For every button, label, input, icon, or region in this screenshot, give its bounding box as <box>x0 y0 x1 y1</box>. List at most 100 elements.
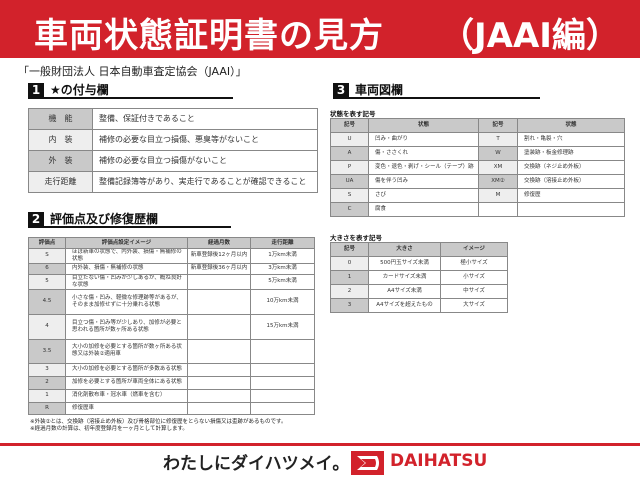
table-cell <box>187 375 251 390</box>
table-cell: XM② <box>478 174 518 189</box>
size-caption: 大きさを表す記号 <box>330 234 382 242</box>
page-title-suffix: （JAAI編） <box>440 16 620 56</box>
table-cell: 塗装跡・板金修理跡 <box>517 146 625 161</box>
section-number: 1 <box>28 83 44 97</box>
table-cell: さび <box>368 188 479 203</box>
table-cell: 変色・退色・剥げ・シール（テープ）跡 <box>368 160 479 175</box>
section-title: ★の付与欄 <box>50 83 109 97</box>
table-row: 4 目立つ傷・凹み等が少しあり、加修が必要と思われる箇所が数ヶ所ある状態 15万km… <box>28 313 315 340</box>
table-cell <box>187 313 251 340</box>
table-cell: P <box>330 160 369 175</box>
column-header: 大きさ <box>368 242 441 257</box>
table-cell <box>517 202 625 217</box>
column-header: 記号 <box>478 118 518 133</box>
table-cell: 大小の加修を必要とする箇所が多数ある状態 <box>65 362 188 377</box>
table-row: 走行距離 整備記録簿等があり、実走行であることが確認できること <box>28 171 318 193</box>
table-cell <box>187 273 251 290</box>
daihatsu-d-logo-icon <box>351 451 384 475</box>
table-cell: 補修の必要な目立つ損傷がないこと <box>92 150 318 172</box>
table-row: 機 能整備、保証付きであること <box>28 108 318 130</box>
table-cell: 1 <box>330 270 369 285</box>
table-cell: M <box>478 188 518 203</box>
section-title: 評価点及び修復歴欄 <box>50 212 159 226</box>
table-cell: 凹み・曲がり <box>368 132 479 147</box>
table-row: S さび M 修復歴 <box>330 188 625 203</box>
table-cell: XM <box>478 160 518 175</box>
table-row: 1 カードサイズ未満 小サイズ <box>330 270 508 285</box>
table-cell: A <box>330 146 369 161</box>
table-cell: 修復歴 <box>517 188 625 203</box>
column-header: 状態 <box>368 118 479 133</box>
table-cell: 3万km未満 <box>250 262 315 275</box>
table-cell: 2 <box>330 284 369 299</box>
table-cell: ほぼ新車の状態で、内外装、損傷・無補修の状態 <box>65 248 188 264</box>
table-cell: 補修の必要な目立つ損傷、悪臭等がないこと <box>92 129 318 151</box>
table-cell: 整備記録簿等があり、実走行であることが確認できること <box>92 171 318 193</box>
table-cell: UA <box>330 174 369 189</box>
column-header: 記号 <box>330 242 369 257</box>
table-cell: 修復歴車 <box>65 401 188 415</box>
table-cell: 目立たない傷・凹みが少しあるが、概ね良好な状態 <box>65 273 188 290</box>
table-cell: T <box>478 132 518 147</box>
condition-caption: 状態を表す記号 <box>330 110 376 118</box>
organization-name: 「一般財団法人 日本自動車査定協会（JAAI）」 <box>18 65 247 78</box>
table-cell: 500円玉サイズ未満 <box>368 256 441 271</box>
table-row: A 傷・ささくれ W 塗装跡・板金修理跡 <box>330 146 625 161</box>
table-cell: C <box>330 202 369 217</box>
header-row: 記号 状態 記号 状態 <box>330 118 625 133</box>
column-header: 記号 <box>330 118 369 133</box>
table-cell: 4.5 <box>28 288 66 315</box>
table-cell: 3.5 <box>28 338 66 364</box>
table-cell: A4サイズを超えたもの <box>368 298 441 313</box>
star-criteria-table: 機 能整備、保証付きであること内 装補修の必要な目立つ損傷、悪臭等がないこと外 … <box>28 108 318 193</box>
table-cell: 内外装、損傷・無補修の状態 <box>65 262 188 275</box>
table-cell: 傷を伴う凹み <box>368 174 479 189</box>
table-cell: 割れ・亀裂・穴 <box>517 132 625 147</box>
table-cell: 大小の加修を必要とする箇所が数ヶ所ある状態又は外装②適用車 <box>65 338 188 364</box>
table-cell: 中サイズ <box>440 284 508 299</box>
table-row: 2 加修を必要とする箇所が車両全体にある状態 <box>28 375 315 390</box>
table-cell: 15万km未満 <box>250 313 315 340</box>
table-cell: 4 <box>28 313 66 340</box>
table-cell: 6 <box>28 262 66 275</box>
footnote: ※経過月数の計算は、初年度登録月を一ヶ月として計算します。 <box>30 426 188 433</box>
table-row: R 修復歴車 <box>28 401 315 415</box>
section1-heading: 1 ★の付与欄 <box>28 83 233 99</box>
footnote: ※外装②とは、交換跡（溶接止め外板）及び骨格部位に修復歴をとらない損傷又は歪跡が… <box>30 419 287 425</box>
table-row: 3 A4サイズを超えたもの 大サイズ <box>330 298 508 313</box>
table-cell: 交換跡（ネジ止め外板） <box>517 160 625 175</box>
table-cell: 大サイズ <box>440 298 508 313</box>
title-banner: 車両状態証明書の見方 （JAAI編） <box>0 0 640 58</box>
table-cell: 5万km未満 <box>250 273 315 290</box>
table-cell <box>187 288 251 315</box>
table-cell: W <box>478 146 518 161</box>
table-cell: 小さな傷・凹み、軽微な修理跡等があるが、そのまま加修せずに十分乗れる状態 <box>65 288 188 315</box>
condition-symbol-table: 記号 状態 記号 状態 U 凹み・曲がり T 割れ・亀裂・穴 A 傷・ささくれ W 塗装跡・板金修理跡… <box>330 118 625 217</box>
table-row: 3 大小の加修を必要とする箇所が多数ある状態 <box>28 362 315 377</box>
table-cell <box>187 401 251 415</box>
table-cell: 加修を必要とする箇所が車両全体にある状態 <box>65 375 188 390</box>
table-row: 5 目立たない傷・凹みが少しあるが、概ね良好な状態 5万km未満 <box>28 273 315 290</box>
header-row: 評価点 評価点設定イメージ 経過月数 走行距離 <box>28 237 315 249</box>
section-number: 2 <box>28 212 44 226</box>
table-cell: 10万km未満 <box>250 288 315 315</box>
table-cell: S <box>28 248 66 264</box>
column-header: 評価点設定イメージ <box>65 237 188 249</box>
table-cell: 3 <box>330 298 369 313</box>
page-title: 車両状態証明書の見方 <box>34 16 384 56</box>
section2-heading: 2 評価点及び修復歴欄 <box>28 212 231 228</box>
table-cell: 走行距離 <box>28 171 93 193</box>
table-cell: カードサイズ未満 <box>368 270 441 285</box>
table-cell: 新車登録後12ヶ月以内 <box>187 248 251 264</box>
table-row: 3.5 大小の加修を必要とする箇所が数ヶ所ある状態又は外装②適用車 <box>28 338 315 364</box>
table-cell <box>250 375 315 390</box>
column-header: 経過月数 <box>187 237 251 249</box>
table-cell <box>250 362 315 377</box>
column-header: 評価点 <box>28 237 66 249</box>
brand-name: DAIHATSU <box>390 451 488 471</box>
evaluation-score-table: 評価点 評価点設定イメージ 経過月数 走行距離 S ほぼ新車の状態で、内外装、損傷・無補修… <box>28 237 315 415</box>
table-cell: 5 <box>28 273 66 290</box>
table-cell: 消化剤散布車・冠水車（燃車を含む） <box>65 388 188 403</box>
table-cell <box>250 338 315 364</box>
table-row: U 凹み・曲がり T 割れ・亀裂・穴 <box>330 132 625 147</box>
